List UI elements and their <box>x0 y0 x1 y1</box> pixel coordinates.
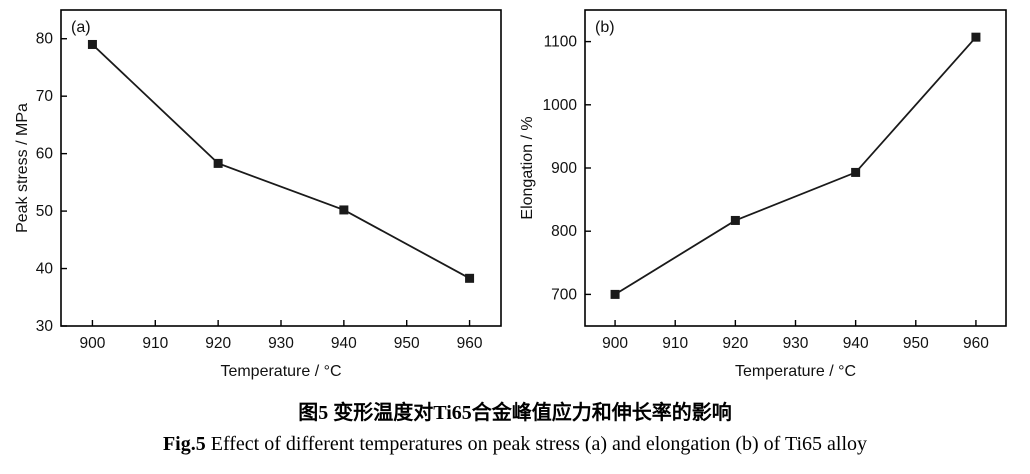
svg-text:920: 920 <box>722 335 748 352</box>
svg-text:1000: 1000 <box>543 97 578 114</box>
svg-text:960: 960 <box>963 335 989 352</box>
svg-text:910: 910 <box>142 335 168 352</box>
caption-english-label: Fig.5 <box>162 433 206 455</box>
svg-text:60: 60 <box>36 146 54 163</box>
svg-text:930: 930 <box>783 335 809 352</box>
svg-text:Temperature / °C: Temperature / °C <box>220 363 341 380</box>
svg-text:910: 910 <box>662 335 688 352</box>
figure-caption: 图5 变形温度对Ti65合金峰值应力和伸长率的影响 Fig.5 Effect o… <box>163 398 867 460</box>
svg-text:50: 50 <box>36 203 54 220</box>
chart-elongation: 900 910 920 930 940 950 960 700 800 900 1000 1100 Te… <box>515 0 1020 392</box>
svg-text:70: 70 <box>36 88 54 105</box>
svg-text:700: 700 <box>551 286 577 303</box>
line-chart-svg: 900 910 920 930 940 950 960 30 40 50 60 70 80 Tempera… <box>14 9 502 380</box>
svg-text:900: 900 <box>551 160 577 177</box>
svg-text:920: 920 <box>205 335 231 352</box>
svg-text:950: 950 <box>903 335 929 352</box>
charts-row: 900 910 920 930 940 950 960 30 40 50 60 70 80 Tempera… <box>10 0 1020 392</box>
svg-text:900: 900 <box>79 335 105 352</box>
caption-chinese: 图5 变形温度对Ti65合金峰值应力和伸长率的影响 <box>298 402 732 424</box>
svg-text:960: 960 <box>457 335 483 352</box>
svg-text:Elongation / %: Elongation / % <box>519 116 536 219</box>
svg-text:80: 80 <box>36 31 54 48</box>
svg-text:Temperature / °C: Temperature / °C <box>735 363 856 380</box>
svg-text:30: 30 <box>36 318 54 335</box>
svg-text:40: 40 <box>36 261 54 278</box>
svg-text:940: 940 <box>331 335 357 352</box>
caption-english-text: Effect of different temperatures on peak… <box>205 433 868 455</box>
svg-text:Peak stress / MPa: Peak stress / MPa <box>14 103 31 233</box>
svg-text:940: 940 <box>843 335 869 352</box>
svg-text:1100: 1100 <box>544 34 578 51</box>
svg-text:(b): (b) <box>595 19 615 36</box>
caption-english: Fig.5 Effect of different temperatures o… <box>163 429 867 460</box>
svg-text:930: 930 <box>268 335 294 352</box>
svg-text:900: 900 <box>602 335 628 352</box>
svg-text:(a): (a) <box>71 19 91 36</box>
svg-text:800: 800 <box>551 223 577 240</box>
svg-text:950: 950 <box>394 335 420 352</box>
chart-peak-stress: 900 910 920 930 940 950 960 30 40 50 60 70 80 Tempera… <box>10 0 515 392</box>
line-chart-svg: 900 910 920 930 940 950 960 700 800 900 1000 1100 Te… <box>519 9 1007 380</box>
